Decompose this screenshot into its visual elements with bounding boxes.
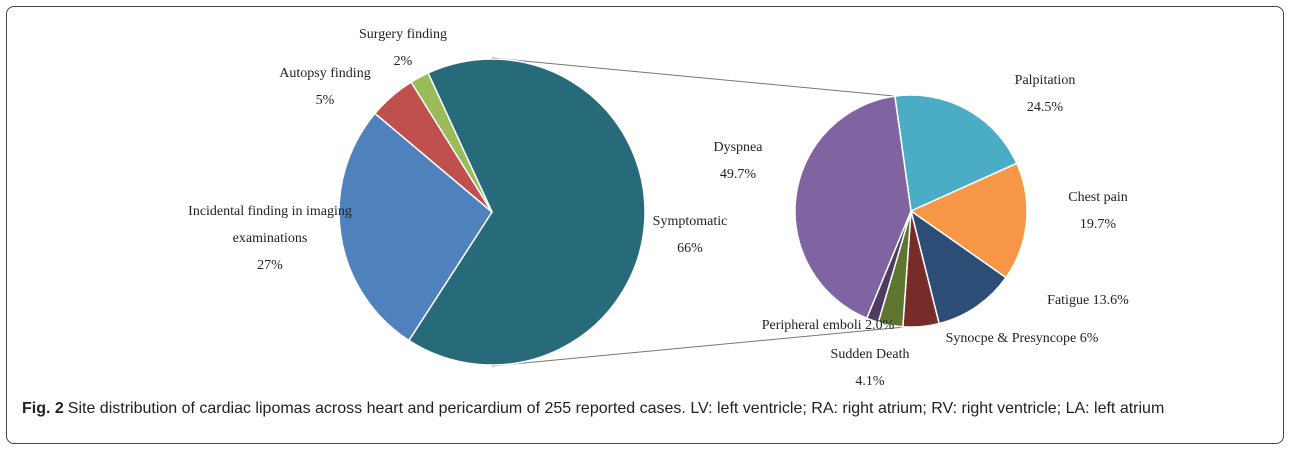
category-label: Symptomatic: [652, 214, 728, 229]
pie-slice: [909, 162, 1028, 279]
slice-label: Chest pain 19.7%: [1068, 184, 1128, 238]
pie-slice: [894, 94, 1018, 213]
pie-slice: [794, 95, 912, 320]
value-label: 66%: [677, 241, 703, 256]
category-label: Fatigue: [1047, 293, 1090, 308]
slice-label: Dyspnea 49.7%: [714, 134, 763, 188]
connector-line: [491, 57, 906, 98]
slice-label: Palpitation 24.5%: [1015, 67, 1076, 121]
slice-label: Sudden Death 4.1%: [831, 341, 910, 395]
caption-label: Fig. 2: [22, 400, 64, 417]
pie-slice: [410, 72, 493, 213]
value-label: 13.6%: [1092, 293, 1129, 308]
slice-label: Symptomatic 66%: [653, 208, 728, 262]
value-label: 2.0%: [865, 318, 895, 333]
category-label: Palpitation: [1014, 73, 1076, 88]
value-label: 6%: [1079, 331, 1099, 346]
value-label: 5%: [315, 93, 335, 108]
category-label: Autopsy finding: [279, 66, 371, 81]
pie-slice: [407, 58, 646, 366]
category-label: Chest pain: [1068, 190, 1128, 205]
value-label: 49.7%: [719, 167, 757, 182]
category-label: Surgery finding: [358, 27, 448, 42]
category-label: Peripheral emboli: [761, 318, 862, 333]
caption-text: Site distribution of cardiac lipomas acr…: [67, 400, 1165, 417]
slice-label: Incidental finding in imaging examinatio…: [175, 198, 365, 279]
slice-label: Surgery finding 2%: [359, 21, 447, 75]
slice-label: Peripheral emboli 2.0%: [762, 312, 895, 339]
connector-line: [491, 326, 906, 367]
slice-label: Fatigue 13.6%: [1047, 287, 1129, 314]
value-label: 19.7%: [1079, 217, 1117, 232]
category-label: Sudden Death: [830, 347, 910, 362]
category-label: Incidental finding in imaging examinatio…: [188, 204, 352, 246]
pie-slice: [909, 209, 1008, 325]
category-label: Synocpe & Presyncope: [945, 331, 1077, 346]
value-label: 4.1%: [855, 374, 885, 389]
value-label: 24.5%: [1026, 100, 1064, 115]
value-label: 27%: [257, 258, 283, 273]
slice-label: Synocpe & Presyncope 6%: [946, 325, 1099, 352]
value-label: 2%: [393, 54, 413, 69]
caption: Fig. 2 Site distribution of cardiac lipom…: [22, 397, 1262, 420]
pie-slice: [338, 112, 493, 342]
category-label: Dyspnea: [713, 140, 763, 155]
slice-label: Autopsy finding 5%: [279, 60, 370, 114]
figure-frame: [6, 6, 1284, 444]
